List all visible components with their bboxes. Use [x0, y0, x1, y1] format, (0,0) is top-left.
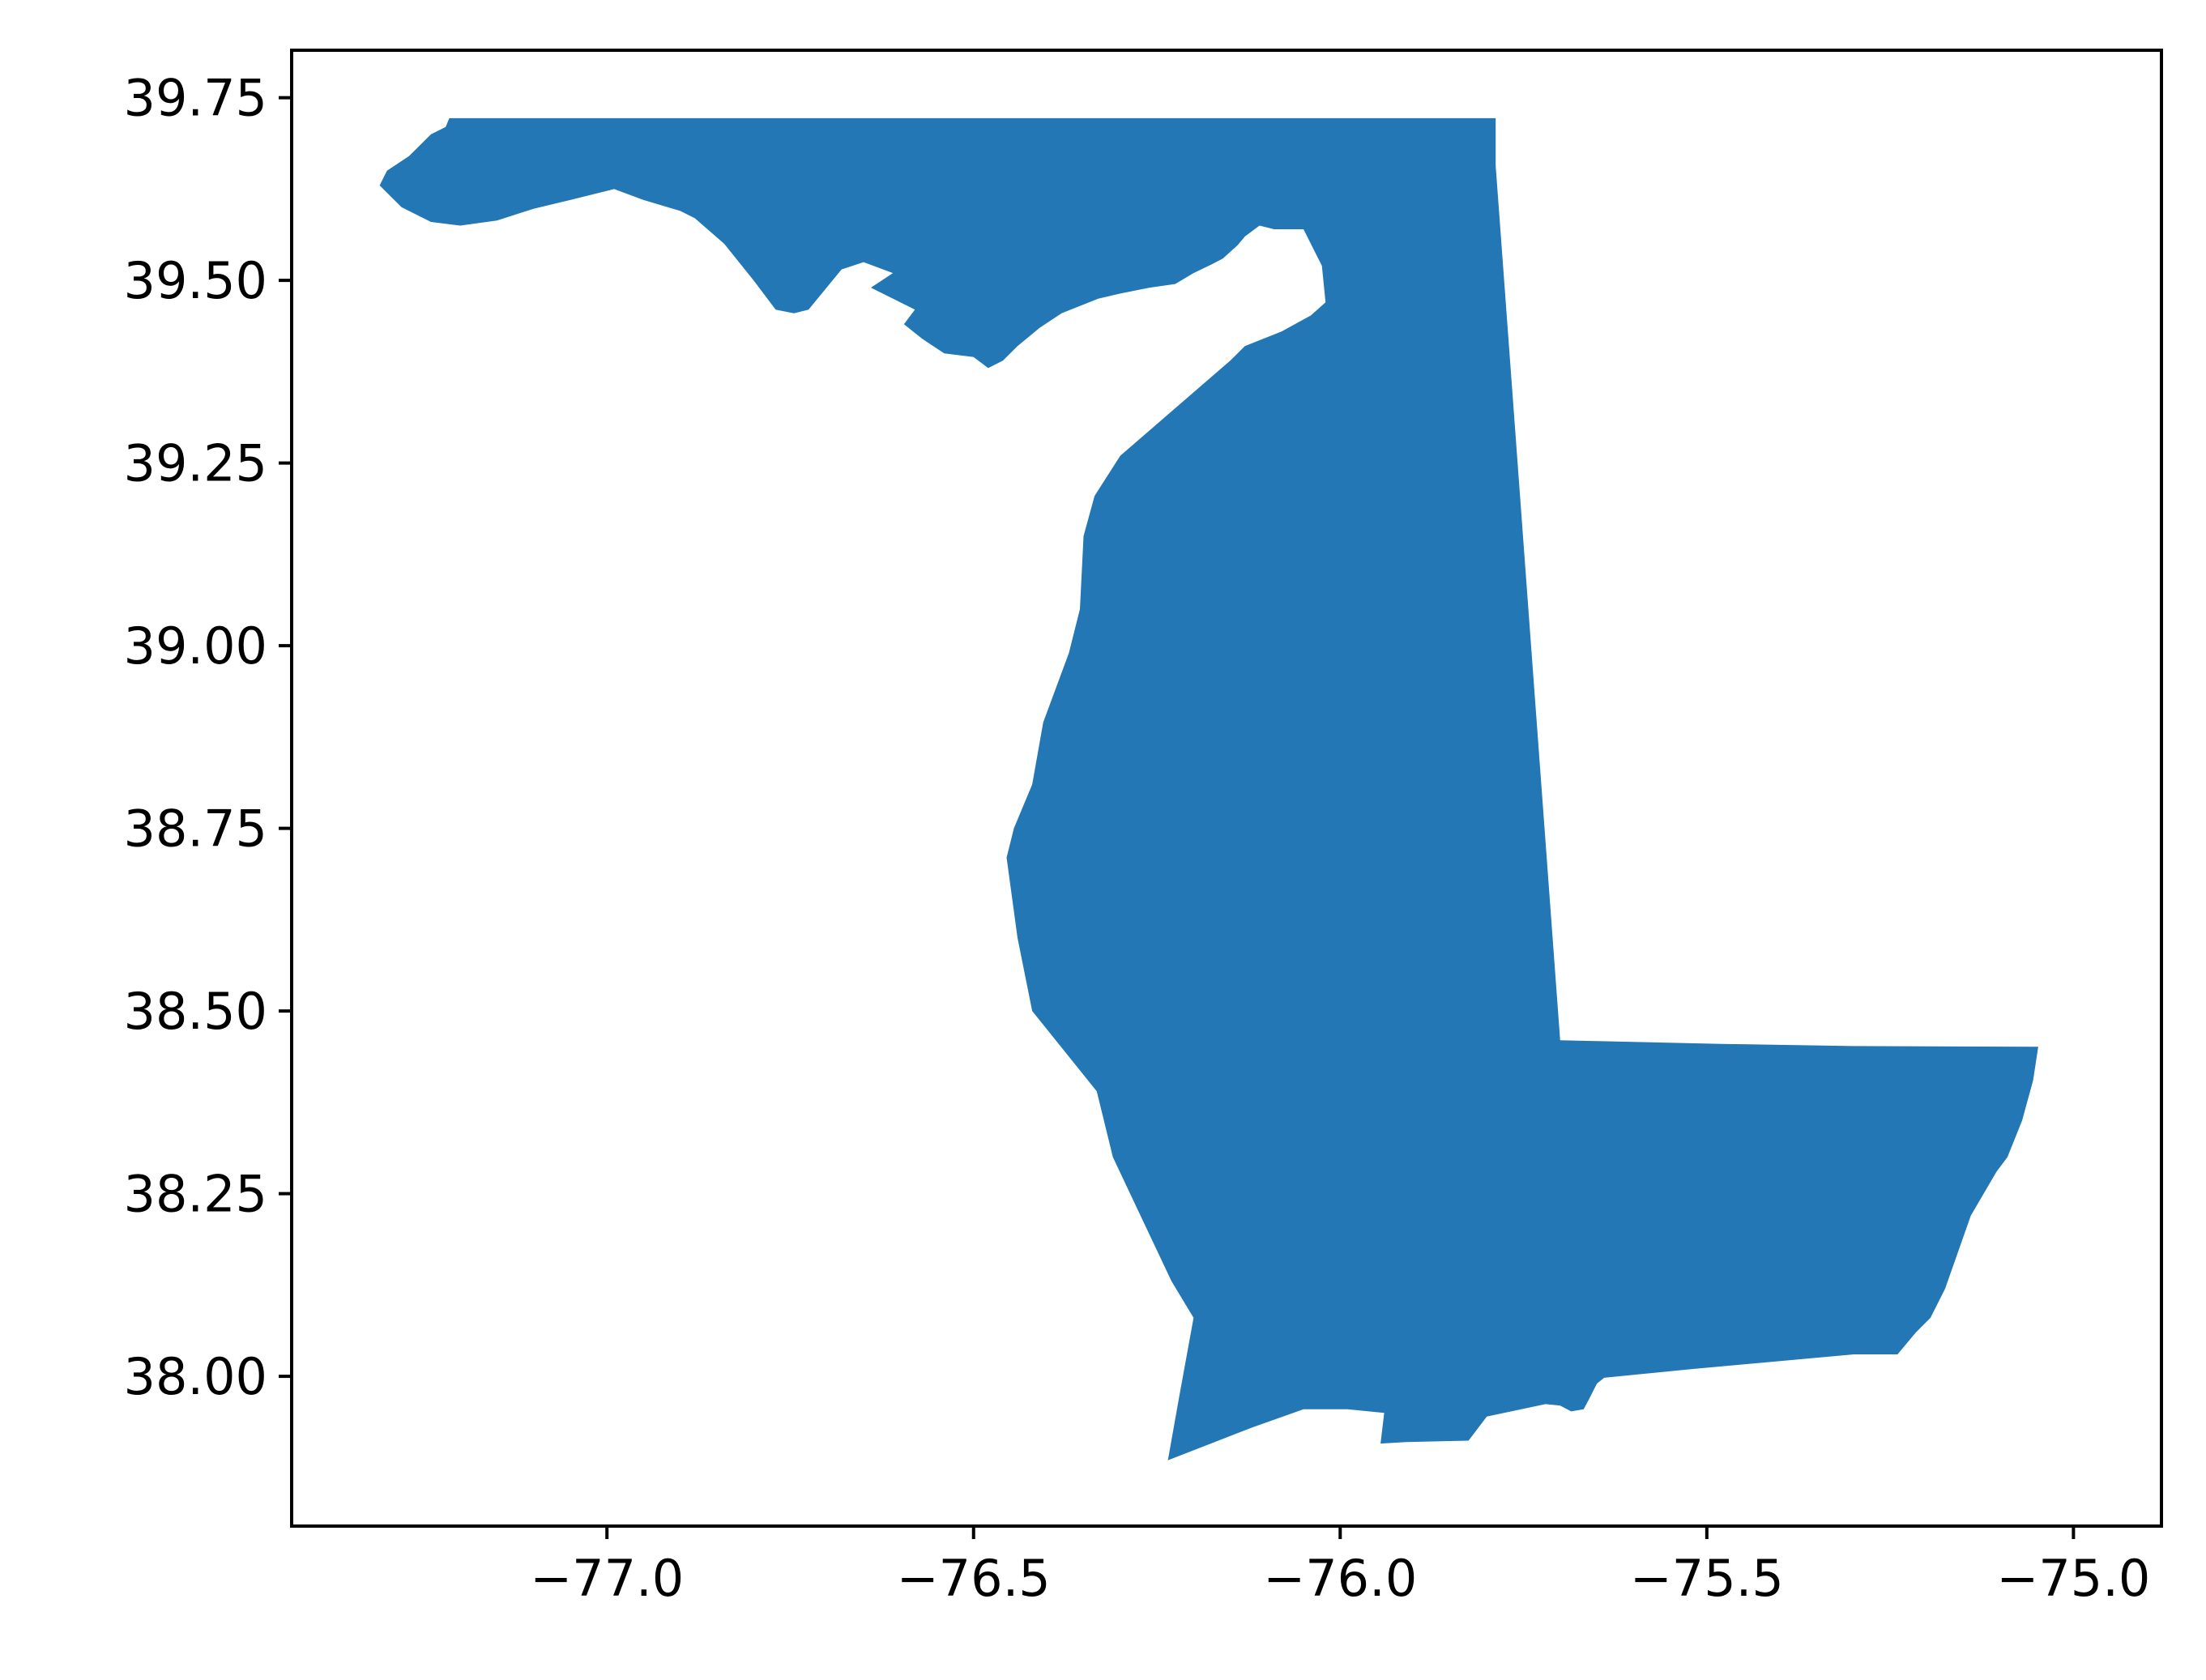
- y-tick-label: 39.25: [124, 434, 268, 493]
- x-tick-label: −77.0: [530, 1549, 684, 1608]
- x-tick-label: −75.0: [1996, 1549, 2150, 1608]
- y-tick-label: 38.50: [124, 982, 268, 1041]
- y-tick-label: 39.00: [124, 616, 268, 676]
- plot-area: [379, 117, 2038, 1460]
- x-tick-label: −75.5: [1630, 1549, 1784, 1608]
- x-tick-label: −76.5: [897, 1549, 1051, 1608]
- x-tick-label: −76.0: [1263, 1549, 1417, 1608]
- axes-frame: [290, 49, 2163, 1528]
- y-tick-label: 39.75: [124, 69, 268, 128]
- x-axis: −77.0 −76.5 −76.0 −75.5 −75.0: [530, 1526, 2150, 1608]
- region-shape: [379, 117, 2038, 1460]
- y-tick-label: 38.25: [124, 1165, 268, 1224]
- y-tick-label: 38.75: [124, 799, 268, 859]
- y-tick-label: 39.50: [124, 251, 268, 310]
- y-tick-label: 38.00: [124, 1347, 268, 1406]
- y-axis: 39.75 39.50 39.25 39.00 38.75 38.50 38.25 38.00: [124, 69, 292, 1406]
